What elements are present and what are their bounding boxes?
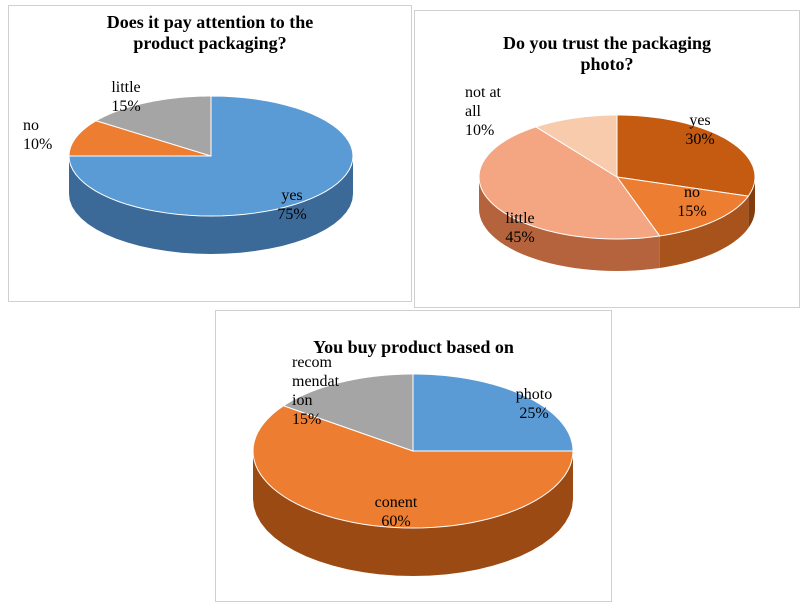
chart-panel-buy-basis: You buy product based on photo 25% conent… [215, 310, 612, 602]
slice-label-yes: yes 75% [277, 187, 307, 223]
pie-side-yes [748, 177, 755, 229]
slice-label-yes: yes 30% [685, 112, 715, 148]
slice-label-photo: photo 25% [515, 386, 553, 422]
pie-slice-not-at-all [534, 114, 618, 178]
pie-slice-photo [412, 373, 574, 452]
pie-chart-attention [68, 95, 354, 254]
slice-label-recommendation: recom mendat ion 15% [292, 354, 340, 428]
chart-title: Do you trust the packaging photo? [502, 33, 712, 74]
chart-title: Does it pay attention to the product pac… [106, 12, 314, 53]
pie-chart-trust [478, 114, 756, 271]
slice-label-little: little 15% [111, 79, 141, 115]
slice-label-little: little 45% [505, 210, 535, 246]
slice-label-no: no 10% [23, 117, 53, 153]
pie-chart-buy-basis [252, 373, 574, 576]
pie-side-yes [69, 156, 353, 254]
pie-side-little [479, 177, 660, 271]
pie-side-no [659, 196, 749, 268]
pie-slice-little [94, 95, 212, 157]
chart-panel-trust: Do you trust the packaging photo? yes 30%… [414, 10, 800, 308]
slice-label-not-at-all: not at all 10% [465, 84, 501, 139]
chart-title: You buy product based on [313, 337, 514, 357]
chart-panel-attention: Does it pay attention to the product pac… [8, 5, 412, 302]
pie-side-conent [253, 451, 573, 576]
pie-slice-recommendation [282, 373, 414, 452]
slice-label-conent: conent 60% [374, 494, 418, 530]
slice-label-no: no 15% [677, 184, 707, 220]
pie-slice-no [615, 176, 750, 237]
pie-slice-yes [616, 114, 756, 197]
pie-slice-conent [252, 405, 574, 529]
pie-slice-no [68, 120, 212, 157]
pie-slice-little [478, 126, 661, 240]
